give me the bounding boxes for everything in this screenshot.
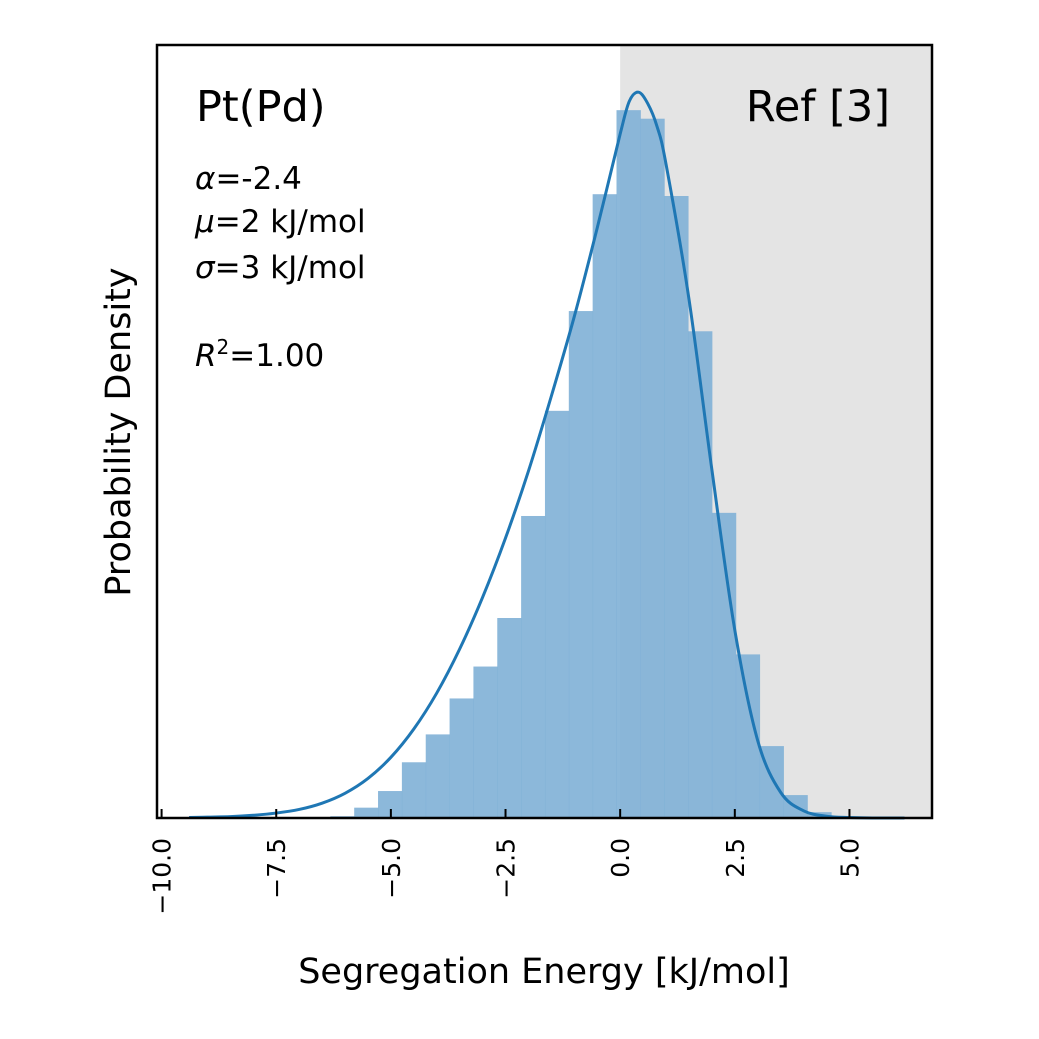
r-squared: R2=1.00 — [195, 335, 324, 374]
sigma-value: =3 kJ/mol — [215, 250, 366, 286]
mu-parameter: μ=2 kJ/mol — [194, 204, 366, 240]
x-tick-label: 5.0 — [835, 838, 864, 878]
sigma-symbol: σ — [195, 250, 216, 286]
histogram-bar — [592, 194, 617, 818]
x-tick-label: −7.5 — [262, 838, 291, 899]
histogram-bar — [473, 666, 498, 818]
skew-normal-fit-line — [189, 90, 905, 820]
histogram-bar — [616, 110, 641, 818]
plot-frame — [155, 43, 934, 820]
histogram-bar — [688, 331, 713, 818]
histogram-bar — [521, 515, 546, 818]
r-symbol: R — [195, 338, 217, 374]
histogram-bar — [354, 807, 379, 818]
histogram-bar — [640, 118, 665, 818]
alpha-parameter: α=-2.4 — [195, 161, 302, 197]
x-axis-label: Segregation Energy [kJ/mol] — [298, 952, 790, 992]
plot-area — [155, 43, 934, 820]
mu-symbol: μ — [194, 204, 215, 240]
histogram-bar — [425, 734, 451, 818]
x-tick-label: 0.0 — [606, 838, 635, 878]
x-tick-label: 2.5 — [721, 838, 750, 878]
histogram-bar — [544, 410, 570, 818]
x-tick-label: −5.0 — [377, 838, 406, 899]
mu-value: =2 kJ/mol — [215, 204, 366, 240]
histogram-bar — [664, 196, 689, 819]
r-squared-value: =1.00 — [229, 338, 324, 374]
system-label: Pt(Pd) — [196, 82, 326, 132]
x-tick-label: −10.0 — [148, 838, 177, 915]
histogram-bar — [401, 762, 427, 818]
r-superscript: 2 — [217, 335, 230, 359]
y-axis-label: Probability Density — [99, 267, 139, 596]
histogram-bar — [568, 311, 594, 818]
x-axis-ticks: −10.0 −7.5 −5.0 −2.5 0.0 2.5 5.0 — [148, 809, 864, 915]
alpha-symbol: α — [195, 161, 215, 197]
x-tick-label: −2.5 — [492, 838, 521, 899]
histogram-bar — [497, 618, 522, 818]
reference-label: Ref [3] — [746, 82, 890, 132]
alpha-value: =-2.4 — [215, 161, 301, 197]
sigma-parameter: σ=3 kJ/mol — [195, 250, 366, 286]
histogram-bar — [449, 698, 474, 818]
